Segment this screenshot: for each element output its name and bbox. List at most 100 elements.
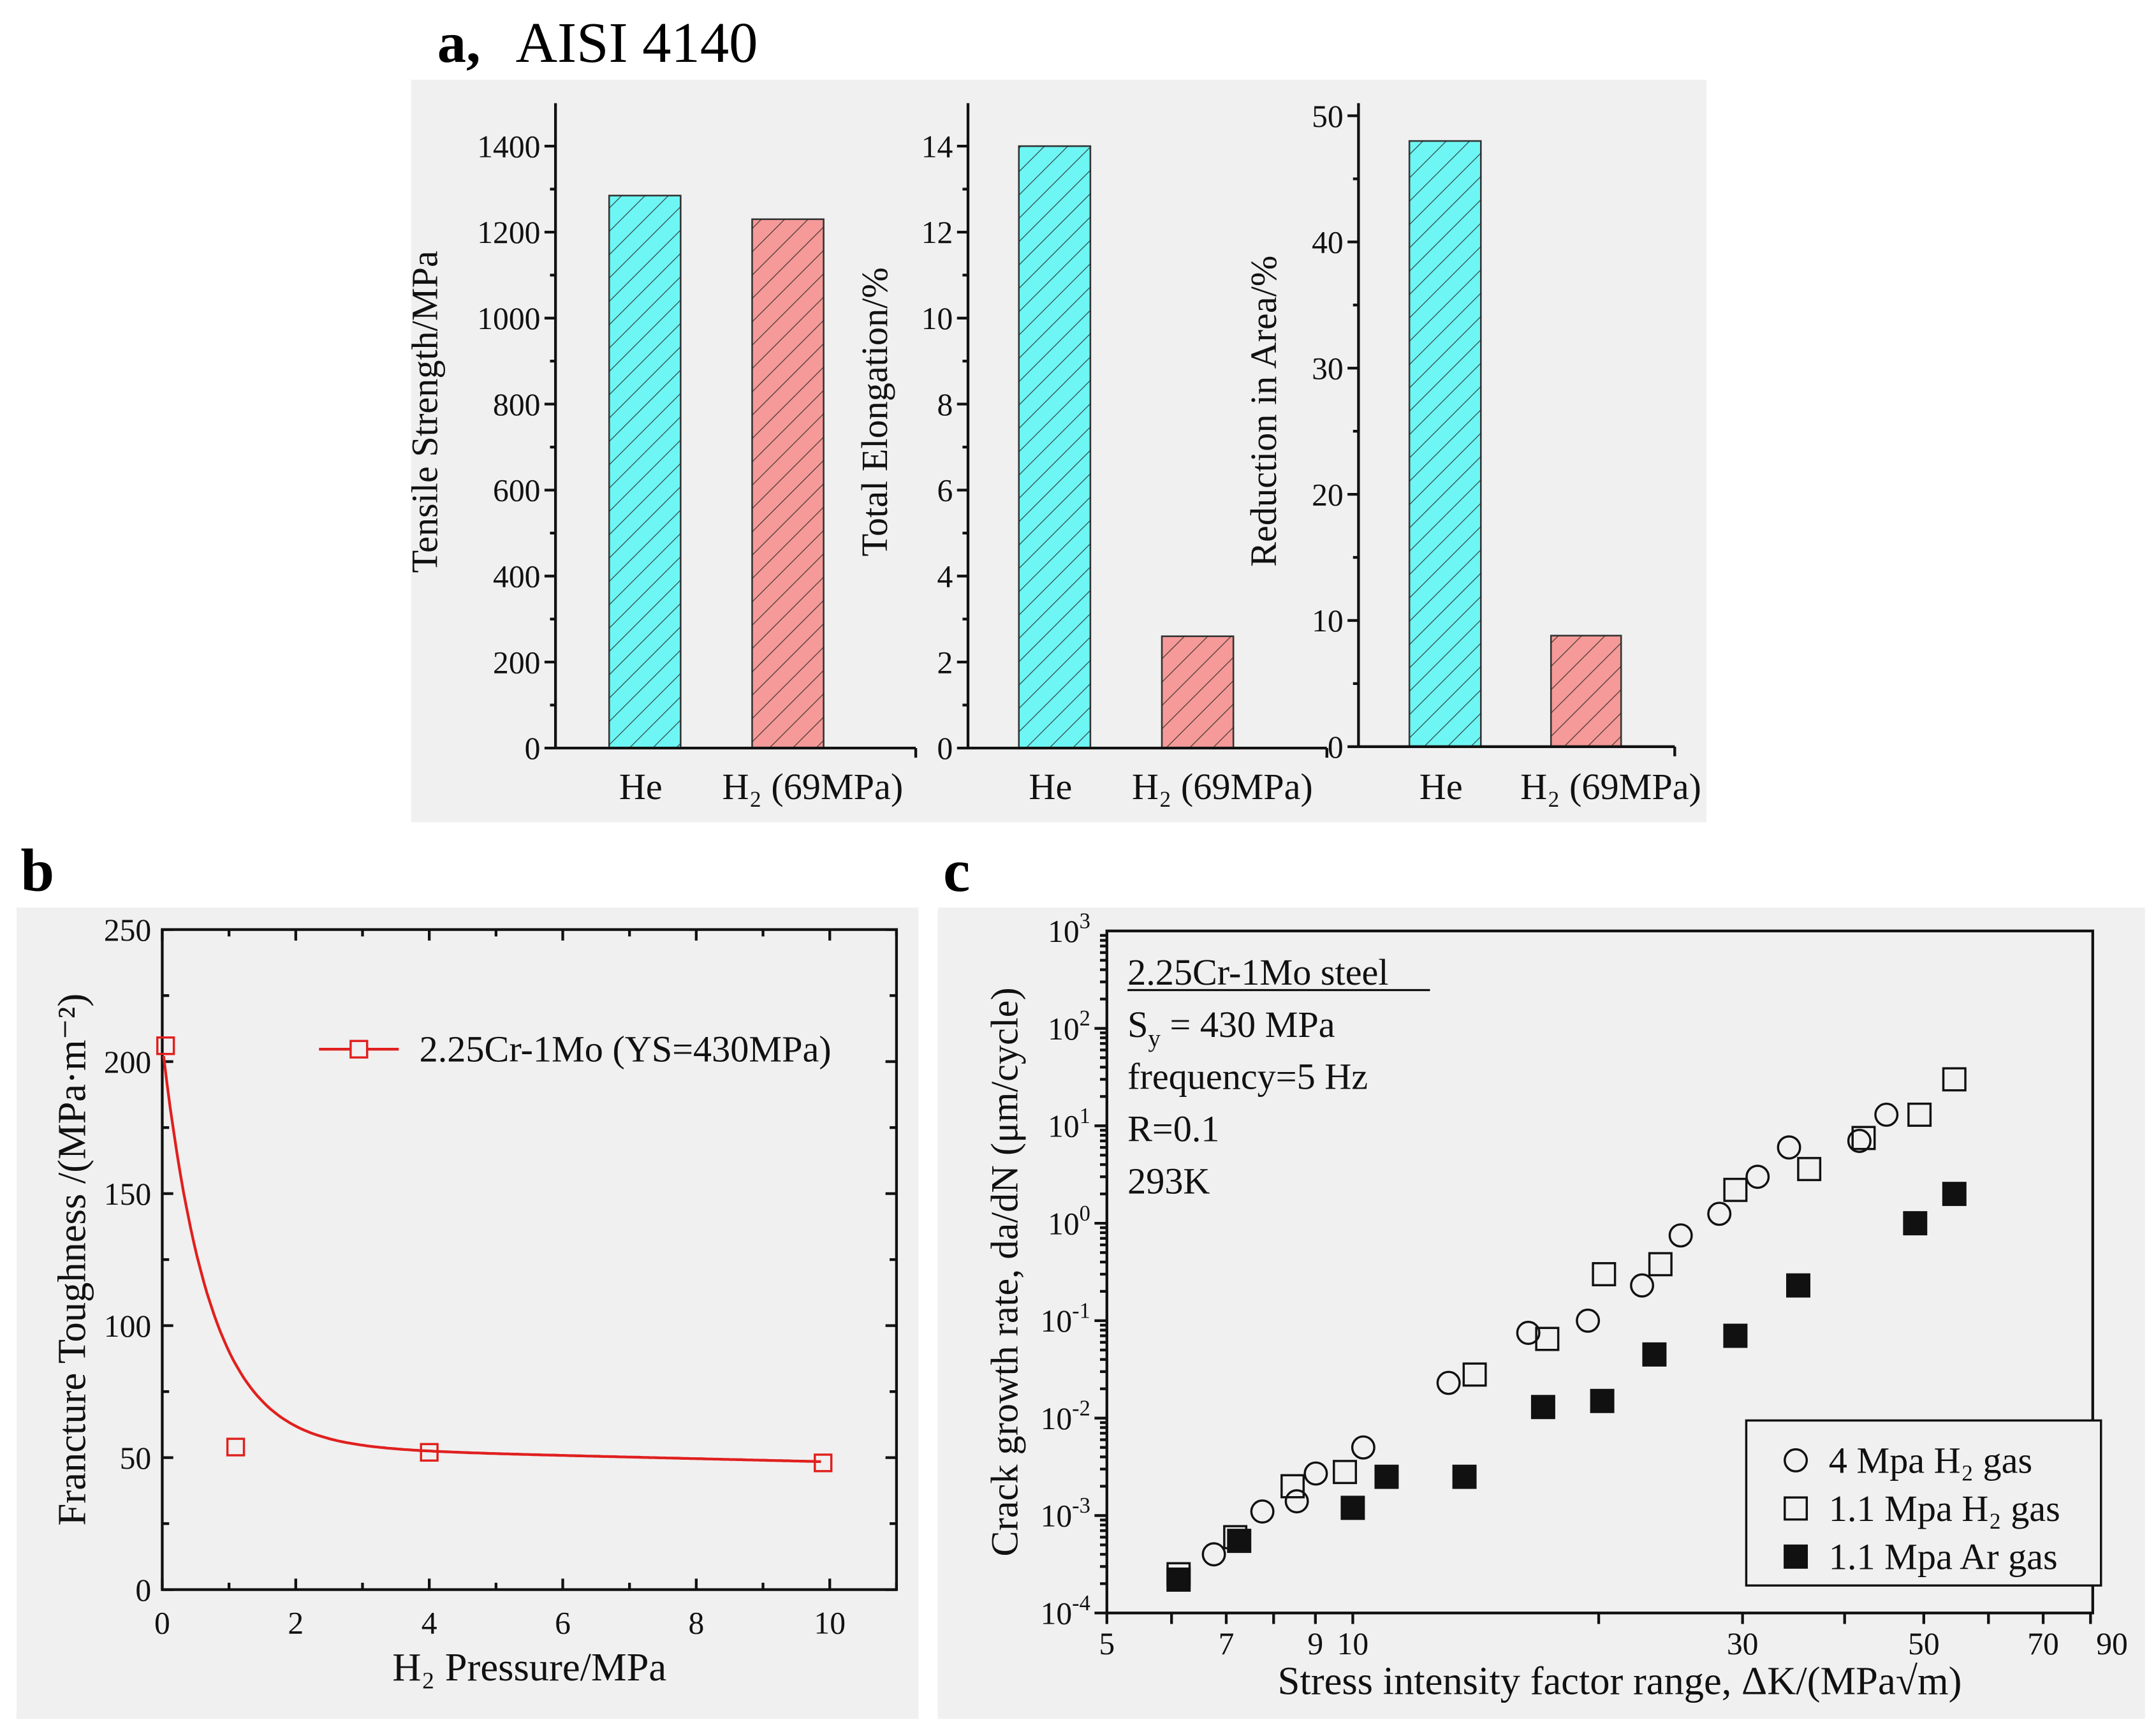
data-point — [1942, 1067, 1967, 1092]
x-tick-label: 90 — [2096, 1626, 2128, 1661]
y-tick-label: 100 — [104, 1309, 151, 1344]
x-tick-label: 10 — [1337, 1626, 1369, 1661]
tick-exponent: -1 — [1072, 1299, 1090, 1323]
tick-exponent: 0 — [1080, 1201, 1090, 1226]
y-tick-label: 102 — [1048, 1006, 1090, 1047]
data-point — [1436, 1370, 1461, 1395]
legend-label: 2.25Cr-1Mo (YS=430MPa) — [420, 1029, 832, 1070]
y-tick-label: 200 — [493, 645, 540, 680]
data-point — [1745, 1165, 1770, 1189]
y-axis-label: Tensile Strength/MPa — [404, 251, 446, 573]
bar-chart-1: He H₂ (69MPa) 0 200 400 600 800 1000 1200 1400 Ten… — [404, 103, 918, 807]
data-point — [156, 1036, 175, 1055]
bar-hatch — [1018, 146, 1090, 748]
tick-base: 10 — [1048, 1206, 1080, 1241]
bar-hatch — [1162, 636, 1234, 748]
y-tick-label: 8 — [937, 387, 953, 422]
y-tick-label: 800 — [493, 387, 540, 422]
x-axis-label: H₂ Pressure/MPa — [392, 1645, 666, 1689]
annotation-line: frequency=5 Hz — [1127, 1056, 1368, 1098]
y-tick-label: 250 — [104, 913, 151, 948]
data-point — [1590, 1388, 1615, 1413]
data-point — [1374, 1464, 1399, 1489]
data-point — [1535, 1326, 1560, 1351]
panel-c-background — [937, 907, 2145, 1719]
y-tick-label: 14 — [921, 129, 953, 164]
x-tick-label: 7 — [1219, 1626, 1235, 1661]
data-point — [1340, 1495, 1365, 1520]
y-tick-label: 10-4 — [1041, 1591, 1090, 1631]
x-tick-label: 4 — [422, 1606, 437, 1641]
y-tick-label: 600 — [493, 473, 540, 508]
data-point — [1942, 1182, 1967, 1207]
tick-exponent: -3 — [1072, 1494, 1090, 1518]
y-tick-label: 10-3 — [1041, 1494, 1090, 1534]
data-point — [1530, 1395, 1555, 1420]
legend-label: 1.1 Mpa Ar gas — [1829, 1536, 2058, 1577]
y-tick-label: 101 — [1048, 1104, 1090, 1144]
x-tick-label: 5 — [1099, 1626, 1115, 1661]
data-point — [1851, 1126, 1876, 1150]
y-tick-label: 20 — [1312, 477, 1344, 512]
data-point — [1250, 1499, 1275, 1524]
data-point — [814, 1453, 833, 1473]
panel-b-letter: b — [20, 837, 54, 904]
annotation-title: 2.25Cr-1Mo steel — [1127, 951, 1388, 993]
x-tick-label: 9 — [1307, 1626, 1323, 1661]
y-tick-label: 10-2 — [1041, 1396, 1090, 1436]
data-point — [420, 1443, 439, 1462]
data-point — [1707, 1201, 1732, 1226]
y-tick-label: 1400 — [477, 129, 540, 164]
data-point — [1723, 1323, 1748, 1348]
data-point — [1874, 1102, 1899, 1127]
y-tick-label: 1000 — [477, 301, 540, 336]
tick-exponent: -2 — [1072, 1396, 1090, 1420]
y-tick-label: 2 — [937, 645, 953, 680]
category-label: He — [1419, 766, 1463, 807]
y-tick-label: 6 — [937, 473, 953, 508]
x-tick-label: 0 — [154, 1606, 170, 1641]
annotation-line: 293K — [1127, 1161, 1210, 1202]
x-tick-label: 50 — [1908, 1626, 1940, 1661]
tick-base: 10 — [1041, 1596, 1073, 1631]
bar-chart-3: He H₂ (69MPa) 0 10 20 30 40 50 Reduction in Area… — [1243, 99, 1701, 807]
tick-base: 10 — [1048, 1109, 1080, 1144]
sy-symbol: S — [1127, 1004, 1148, 1045]
legend-label: 1.1 Mpa H₂ gas — [1829, 1488, 2060, 1529]
y-tick-label: 1200 — [477, 215, 540, 250]
y-tick-label: 10-1 — [1041, 1299, 1090, 1339]
data-point — [1201, 1542, 1226, 1567]
y-tick-label: 400 — [493, 559, 540, 594]
y-axis-label: Crack growth rate, da/dN (μm/cycle) — [984, 987, 1027, 1556]
data-point — [1227, 1529, 1252, 1554]
x-tick-label: 2 — [288, 1606, 304, 1641]
bar-hatch — [1551, 635, 1622, 747]
data-point — [1786, 1273, 1810, 1298]
tick-exponent: 1 — [1080, 1104, 1090, 1128]
data-point — [1303, 1461, 1328, 1486]
data-point — [1630, 1273, 1655, 1298]
y-tick-label: 50 — [1312, 99, 1344, 134]
data-point — [1166, 1567, 1191, 1592]
tick-base: 10 — [1048, 914, 1080, 949]
y-tick-label: 40 — [1312, 225, 1344, 260]
data-point — [1668, 1223, 1693, 1248]
y-axis-label: Francture Toughness /(MPa·m⁻²) — [50, 994, 94, 1525]
y-tick-label: 10 — [1312, 603, 1344, 638]
tick-base: 10 — [1041, 1401, 1073, 1436]
tick-exponent: 3 — [1080, 909, 1090, 933]
y-tick-label: 12 — [921, 215, 953, 250]
data-point — [1723, 1177, 1748, 1202]
tick-exponent: -4 — [1072, 1591, 1090, 1615]
series-open-circle — [1201, 1102, 1899, 1567]
y-tick-label: 0 — [525, 731, 541, 766]
fit-curve — [162, 1055, 821, 1464]
annotation-line: R=0.1 — [1127, 1108, 1219, 1150]
data-point — [1452, 1464, 1477, 1489]
y-tick-label: 50 — [120, 1441, 152, 1476]
category-label: H₂ (69MPa) — [722, 766, 903, 807]
panel-a-letter: a, — [437, 10, 481, 75]
data-point — [1462, 1362, 1487, 1387]
data-point — [1648, 1252, 1673, 1277]
legend-marker — [1784, 1448, 1808, 1473]
